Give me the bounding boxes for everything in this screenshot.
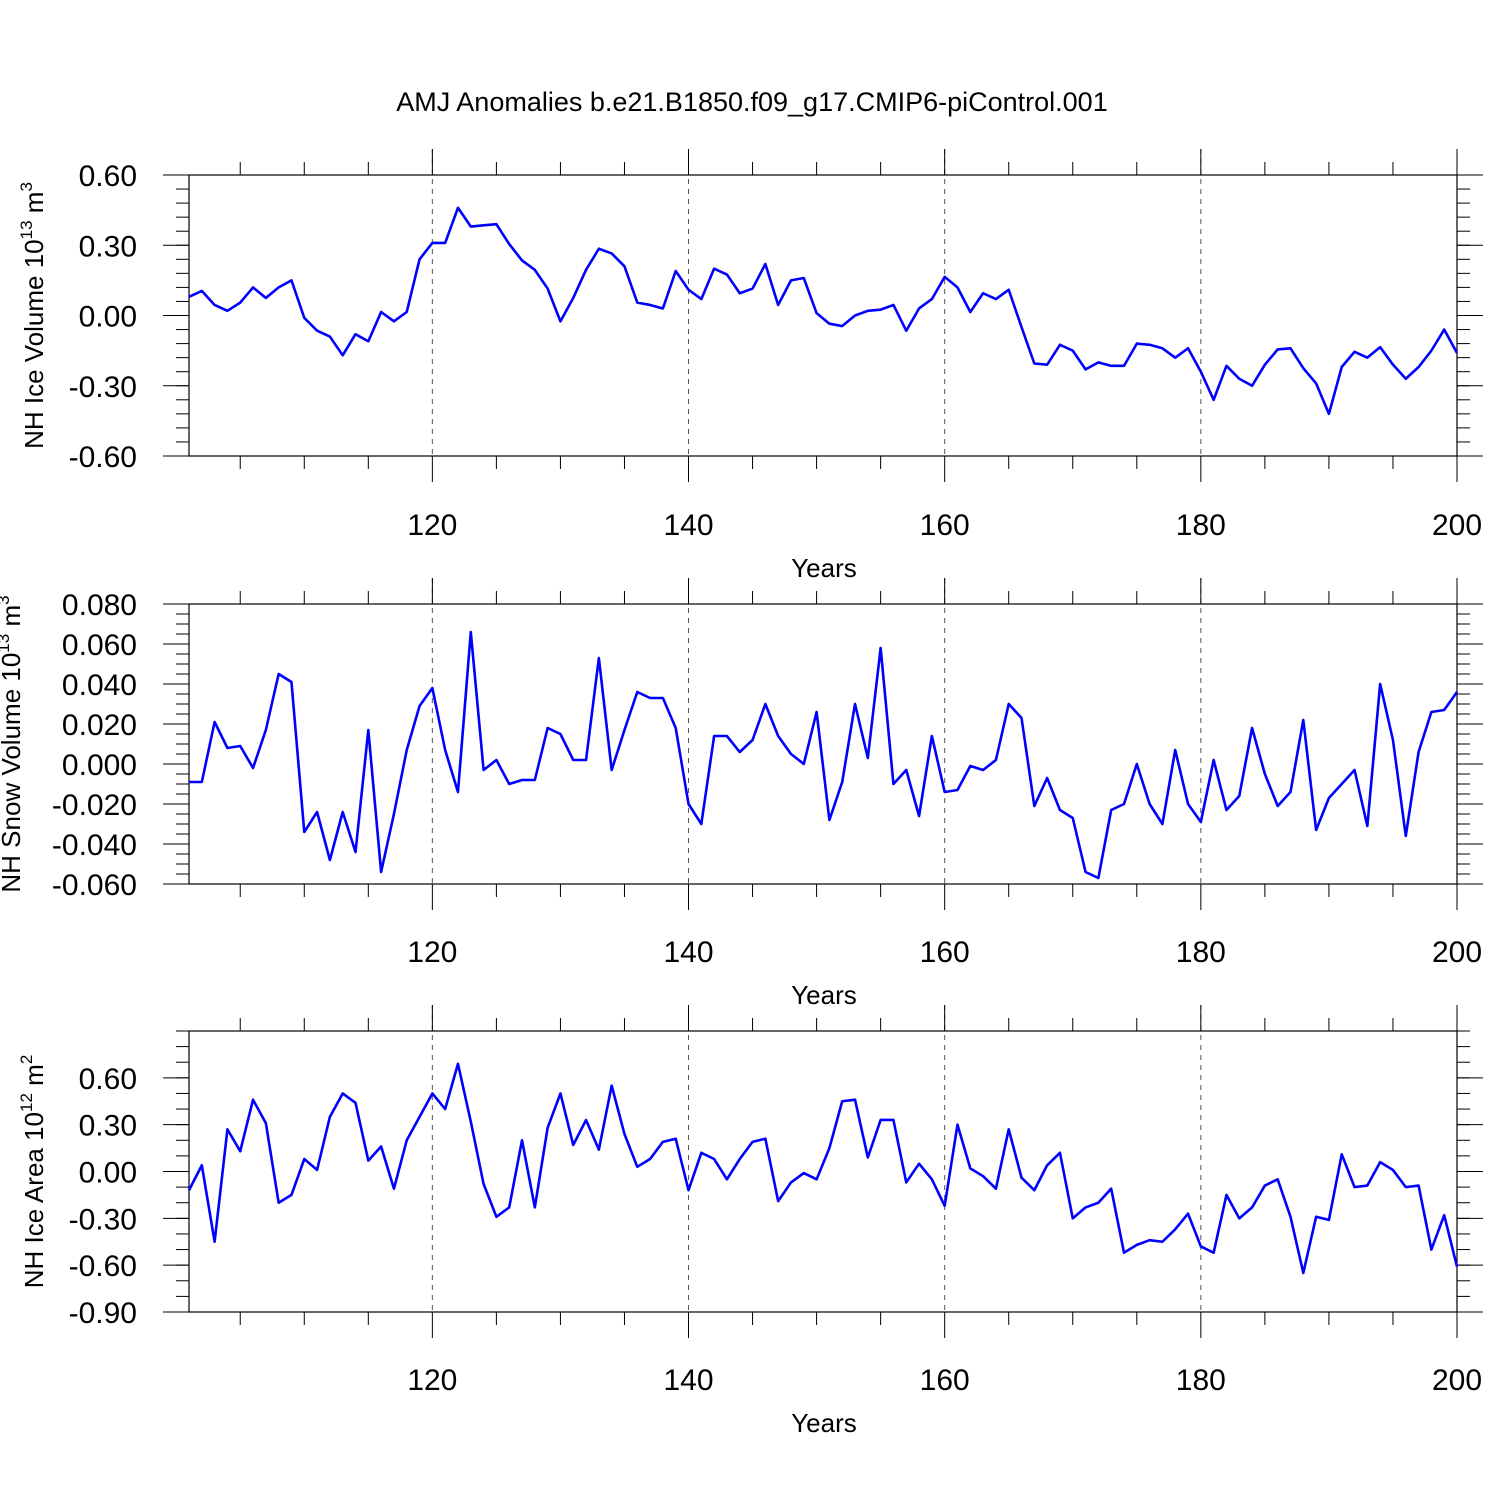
- y-tick-label: -0.60: [69, 441, 137, 474]
- plot-frame: [188, 1030, 1458, 1313]
- y-tick-label: -0.60: [69, 1250, 137, 1283]
- y-tick-label: 0.080: [62, 589, 137, 622]
- y-tick-label: 0.000: [62, 749, 137, 782]
- series-line: [188, 206, 1459, 416]
- panel-2: 120 140 160 180 200 0.080 0.060 0.040 0.020 0.000…: [0, 578, 1483, 1010]
- y-tick-label: -0.020: [52, 789, 137, 822]
- panel-3: 120 140 160 180 200 0.60 0.30 0.00 -0.30 -0.60 -0.…: [17, 1005, 1483, 1438]
- panel-1: 120 140 160 180 200 0.60 0.30 0.00 -0.30 -0.60 Yea…: [17, 149, 1483, 583]
- y-axis-label: NH Ice Area 1012 m2: [17, 1055, 49, 1289]
- y-tick-label: -0.040: [52, 829, 137, 862]
- panels: 120 140 160 180 200 0.60 0.30 0.00 -0.30 -0.60 Yea…: [0, 149, 1483, 1438]
- y-tick-label: -0.90: [69, 1297, 137, 1330]
- x-tick-label: 180: [1176, 936, 1226, 969]
- x-tick-label: 160: [920, 509, 970, 542]
- x-tick-label: 160: [920, 936, 970, 969]
- y-axis-label-unit-exponent: 2: [17, 1055, 36, 1064]
- x-tick-label: 160: [920, 1364, 970, 1397]
- y-tick-label: 0.020: [62, 709, 137, 742]
- x-tick-label: 180: [1176, 1364, 1226, 1397]
- x-axis-label: Years: [791, 1408, 857, 1438]
- y-tick-label: 0.30: [79, 1110, 137, 1143]
- y-tick-label: 0.060: [62, 629, 137, 662]
- y-tick-label: -0.30: [69, 371, 137, 404]
- y-axis-label-main: NH Ice Area 10: [19, 1112, 49, 1288]
- x-tick-label: 200: [1432, 509, 1482, 542]
- x-tick-label: 140: [663, 1364, 713, 1397]
- y-axis-label-main: NH Snow Volume 10: [0, 653, 26, 893]
- y-tick-label: 0.00: [79, 1157, 137, 1190]
- x-tick-label: 180: [1176, 509, 1226, 542]
- y-tick-label: 0.60: [79, 160, 137, 193]
- series-line: [189, 630, 1459, 880]
- y-axis-label-unit-exponent: 3: [17, 182, 36, 191]
- y-tick-label: 0.040: [62, 669, 137, 702]
- x-tick-label: 200: [1432, 936, 1482, 969]
- y-axis-label-exponent: 13: [0, 634, 13, 653]
- series-line: [187, 1062, 1459, 1275]
- y-tick-label: -0.060: [52, 869, 137, 902]
- y-tick-label: 0.00: [79, 301, 137, 334]
- y-tick-label: 0.60: [79, 1063, 137, 1096]
- x-tick-label: 140: [663, 936, 713, 969]
- x-tick-label: 120: [407, 936, 457, 969]
- x-axis-label: Years: [791, 980, 857, 1010]
- x-tick-label: 120: [407, 1364, 457, 1397]
- x-tick-label: 140: [663, 509, 713, 542]
- y-tick-label: 0.30: [79, 230, 137, 263]
- x-axis-label: Years: [791, 553, 857, 583]
- y-axis-label-unit: m: [19, 192, 49, 221]
- y-axis-label: NH Ice Volume 1013 m3: [17, 182, 49, 449]
- x-tick-label: 120: [407, 509, 457, 542]
- y-tick-label: -0.30: [69, 1203, 137, 1236]
- y-axis-label-unit: m: [19, 1064, 49, 1093]
- x-tick-label: 200: [1432, 1364, 1482, 1397]
- y-axis-label-unit: m: [0, 605, 26, 634]
- y-axis-label-unit-exponent: 3: [0, 595, 13, 604]
- figure-title: AMJ Anomalies b.e21.B1850.f09_g17.CMIP6-…: [396, 87, 1107, 117]
- y-axis-label: NH Snow Volume 1013 m3: [0, 595, 26, 892]
- y-axis-label-exponent: 12: [17, 1093, 36, 1112]
- y-axis-label-main: NH Ice Volume 10: [19, 239, 49, 449]
- y-axis-label-exponent: 13: [17, 220, 36, 239]
